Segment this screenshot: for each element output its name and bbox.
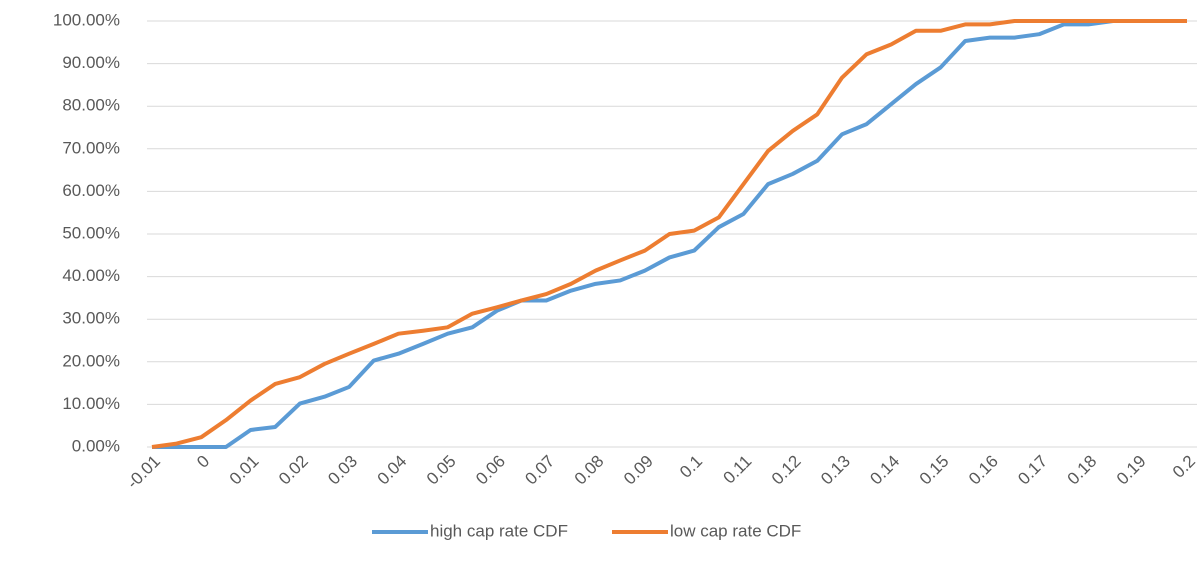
y-tick-label: 20.00% — [62, 351, 120, 370]
x-tick-label: 0.15 — [916, 452, 953, 489]
y-tick-label: 60.00% — [62, 181, 120, 200]
x-tick-label: 0.13 — [817, 452, 854, 489]
y-tick-label: 100.00% — [53, 10, 120, 29]
y-tick-label: 90.00% — [62, 53, 120, 72]
data-line — [152, 19, 1187, 449]
y-tick-label: 80.00% — [62, 96, 120, 115]
x-tick-label: 0.07 — [521, 452, 558, 489]
x-tick-label: 0.03 — [324, 452, 361, 489]
x-tick-label: 0.05 — [423, 452, 460, 489]
y-tick-label: 10.00% — [62, 394, 120, 413]
x-tick-label: 0.11 — [719, 452, 755, 488]
x-tick-label: 0.06 — [472, 452, 509, 489]
x-tick-label: 0.09 — [620, 452, 657, 489]
legend-label: high cap rate CDF — [430, 521, 568, 540]
x-tick-label: 0.18 — [1064, 452, 1101, 489]
x-tick-label: 0.01 — [226, 452, 263, 489]
x-tick-label: 0.2 — [1169, 452, 1199, 482]
x-tick-label: 0.02 — [275, 452, 312, 489]
x-tick-label: 0.08 — [571, 452, 608, 489]
y-tick-label: 30.00% — [62, 309, 120, 328]
x-tick-label: 0.17 — [1014, 452, 1051, 489]
y-tick-label: 50.00% — [62, 223, 120, 242]
y-tick-label: 40.00% — [62, 266, 120, 285]
x-tick-label: 0.04 — [374, 452, 411, 489]
x-tick-label: 0.14 — [866, 452, 903, 489]
legend-label: low cap rate CDF — [670, 521, 801, 540]
x-tick-label: 0.19 — [1113, 452, 1150, 489]
x-tick-label: 0 — [193, 452, 213, 472]
x-tick-label: 0.1 — [676, 452, 706, 482]
data-line — [151, 19, 1187, 449]
x-tick-label: 0.12 — [768, 452, 805, 489]
y-tick-label: 0.00% — [72, 436, 120, 455]
y-tick-label: 70.00% — [62, 138, 120, 157]
x-tick-label: 0.16 — [965, 452, 1002, 489]
x-tick-label: -0.01 — [123, 452, 164, 493]
